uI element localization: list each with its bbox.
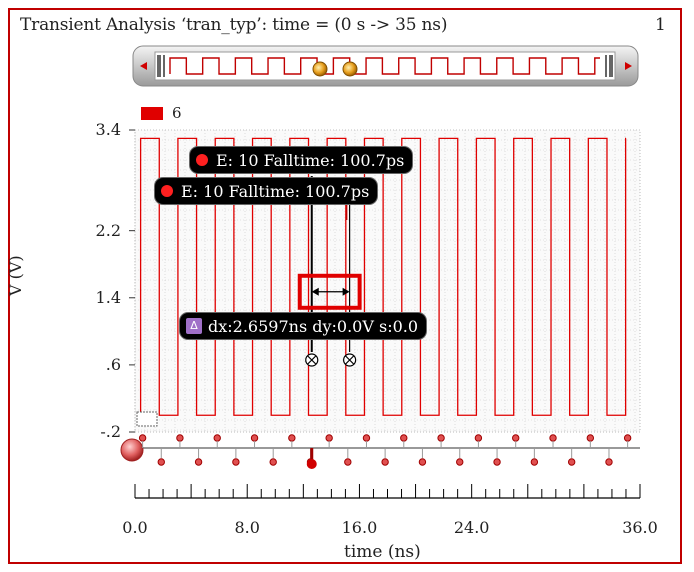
cursor-cross-mark (307, 355, 317, 365)
x-tick-label: 0.0 (122, 518, 148, 537)
event-marker-icon (474, 434, 483, 442)
event-marker-icon (381, 458, 389, 466)
marker-dot-icon (161, 185, 173, 197)
signal-trace (139, 137, 627, 416)
event-marker-icon (549, 434, 557, 442)
x-axis-label: time (ns) (344, 542, 421, 562)
event-marker-icon (437, 434, 445, 442)
event-marker-icon (623, 434, 632, 442)
delta-marker-label[interactable]: Δ dx:2.6597ns dy:0.0V s:0.0 (180, 313, 427, 339)
event-marker-icon (586, 434, 595, 442)
delta-highlight-box (297, 273, 362, 310)
delta-arrow-left-icon (311, 287, 319, 296)
event-marker-icon (493, 458, 501, 466)
event-marker-icon (194, 458, 203, 466)
event-marker-icon (232, 458, 240, 466)
event-marker-icon (418, 458, 427, 466)
plot-background (134, 129, 641, 433)
event-marker-icon (400, 434, 408, 442)
falltime-marker-label-2[interactable]: E: 10 Falltime: 100.7ps (155, 178, 378, 204)
falltime-marker-label-1[interactable]: E: 10 Falltime: 100.7ps (190, 147, 413, 173)
x-tick-label: 16.0 (341, 518, 378, 537)
y-tick-label: 1.4 (95, 287, 121, 307)
cursor-cross-mark (345, 355, 355, 365)
event-marker-icon (157, 458, 165, 466)
event-marker-icon (512, 434, 520, 442)
graph-title: Transient Analysis ‘tran_typ’: time = (0… (20, 15, 448, 35)
marker-dot-icon (196, 154, 208, 166)
legend-label: 6 (172, 104, 182, 122)
delta-arrow-right-icon (342, 287, 350, 296)
event-marker-icon (250, 434, 259, 442)
x-tick-label: 8.0 (234, 518, 260, 537)
y-tick-label: 3.4 (95, 120, 121, 139)
event-marker-icon (530, 458, 539, 466)
event-marker-icon (288, 434, 296, 442)
origin-marker-icon (120, 438, 144, 462)
event-marker-icon (344, 458, 352, 466)
subwindow-number: 1 (655, 15, 666, 35)
legend-swatch[interactable] (141, 107, 163, 120)
y-tick-label: .6 (105, 354, 121, 374)
y-tick-label: 2.2 (95, 220, 121, 240)
event-marker-icon (362, 434, 371, 442)
event-marker-icon (456, 458, 464, 466)
event-marker-icon (138, 434, 147, 442)
event-marker-icon (213, 434, 221, 442)
event-marker-icon (605, 458, 613, 466)
active-event-marker-icon (306, 459, 317, 469)
y-tick-label: -.2 (100, 422, 121, 441)
x-tick-label: 24.0 (453, 518, 490, 537)
event-marker-icon (176, 434, 184, 442)
event-marker-icon (325, 434, 333, 442)
event-marker-icon (567, 458, 576, 466)
zoom-box-icon (136, 411, 158, 427)
delta-icon: Δ (186, 318, 202, 334)
x-tick-label: 36.0 (622, 518, 658, 537)
event-marker-icon (269, 458, 277, 466)
